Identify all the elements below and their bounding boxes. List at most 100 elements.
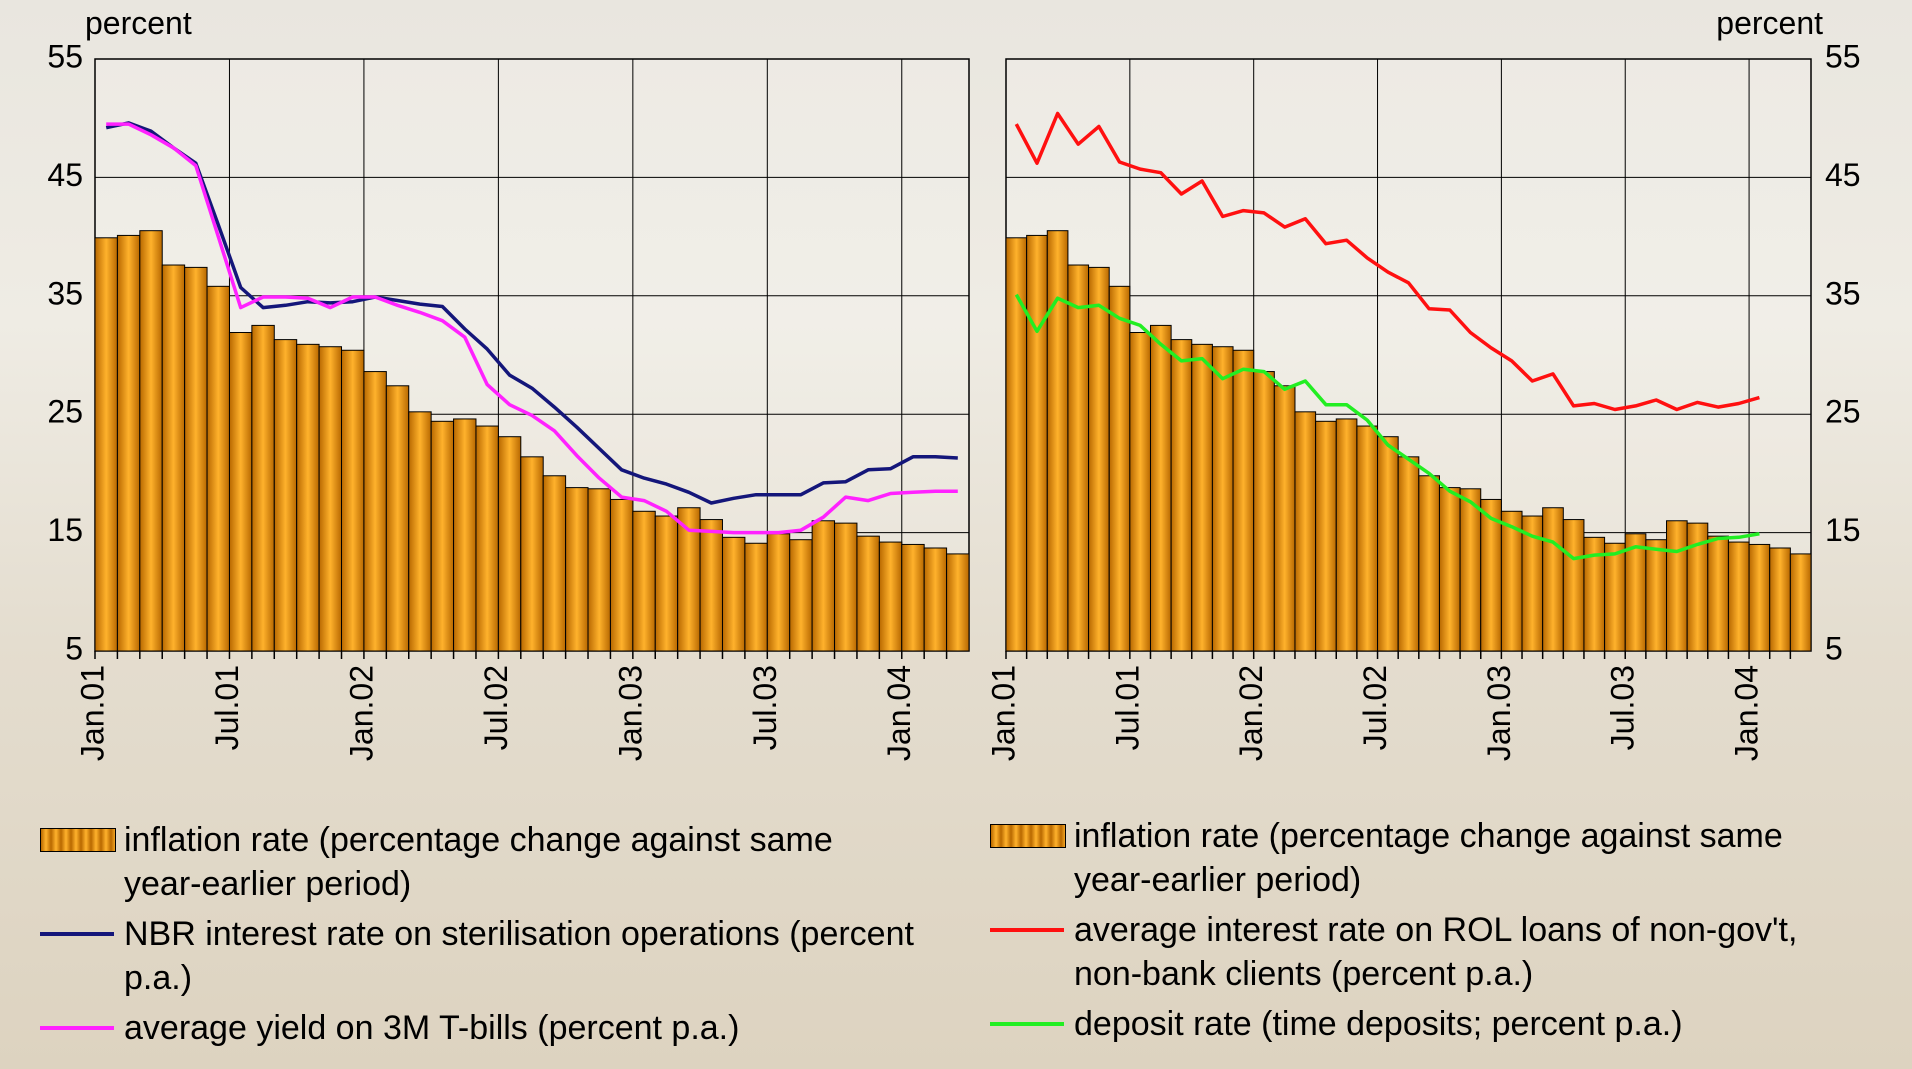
bar — [184, 266, 208, 652]
bar — [1562, 519, 1585, 652]
y-tick-label: 45 — [1825, 157, 1861, 193]
x-tick-label: Jan.01 — [74, 665, 110, 761]
legend-marker — [40, 828, 116, 852]
bar — [497, 436, 522, 652]
x-tick-label: Jan.01 — [985, 665, 1021, 761]
bar — [1356, 425, 1379, 652]
bar — [475, 425, 499, 652]
legend-marker — [990, 928, 1064, 932]
legend-entry: inflation rate (percentage change agains… — [988, 814, 1908, 902]
bar — [744, 542, 768, 652]
bar — [1789, 553, 1812, 652]
y-tick-label: 25 — [47, 394, 83, 430]
bar — [1459, 488, 1482, 652]
bar — [923, 547, 948, 652]
bar — [228, 332, 253, 652]
y-axis-label: percent — [1716, 5, 1823, 41]
bar — [1604, 542, 1626, 652]
line-series — [106, 122, 958, 535]
legend-swatch — [38, 912, 118, 956]
bar — [587, 488, 611, 652]
bar — [1418, 475, 1440, 652]
bar — [1108, 285, 1131, 652]
bar — [251, 324, 275, 652]
bar — [609, 498, 634, 652]
x-tick-label: Jul.02 — [1357, 665, 1393, 750]
y-tick-label: 15 — [1825, 512, 1861, 548]
x-tick-label: Jan.04 — [1729, 665, 1765, 761]
legend-label: average interest rate on ROL loans of no… — [1074, 911, 1798, 993]
y-tick-label: 55 — [1825, 38, 1861, 74]
bar — [116, 234, 141, 652]
bar — [296, 343, 320, 652]
bar — [1046, 230, 1069, 652]
legend-entry: inflation rate (percentage change agains… — [38, 818, 958, 906]
y-tick-label: 5 — [1825, 630, 1843, 666]
bar — [363, 371, 387, 652]
bar — [1624, 533, 1647, 652]
bar — [318, 346, 343, 652]
bar — [1645, 539, 1668, 652]
y-axis-label: percent — [85, 5, 192, 41]
legend-swatch — [988, 814, 1068, 858]
line-series — [1014, 293, 1760, 561]
y-tick-label: 35 — [1825, 275, 1861, 311]
y-tick-label: 35 — [47, 275, 83, 311]
bar — [789, 539, 813, 652]
x-tick-label: Jul.01 — [1109, 665, 1145, 750]
bar — [273, 339, 298, 652]
bar — [1088, 266, 1110, 652]
bar — [1273, 385, 1296, 652]
bar — [1005, 237, 1028, 652]
y-tick-label: 55 — [47, 38, 83, 74]
bar — [1211, 346, 1234, 652]
legend-marker — [990, 1022, 1064, 1026]
legend-marker — [40, 1026, 114, 1030]
y-tick-label: 5 — [65, 630, 83, 666]
x-tick-label: Jan.04 — [881, 665, 917, 761]
bar — [1397, 456, 1420, 652]
bar — [1707, 535, 1729, 652]
bar — [542, 475, 567, 652]
bar — [408, 411, 432, 652]
x-tick-label: Jul.02 — [478, 665, 514, 750]
bar — [453, 418, 477, 652]
x-tick-label: Jul.01 — [209, 665, 245, 750]
bar — [699, 519, 723, 652]
legend-marker — [40, 932, 114, 936]
bar — [1727, 541, 1750, 652]
bar — [1026, 234, 1048, 652]
bar — [1335, 418, 1358, 652]
legend-entry: NBR interest rate on sterilisation opera… — [38, 912, 958, 1000]
legend: inflation rate (percentage change agains… — [38, 818, 958, 1056]
bar — [161, 264, 186, 652]
bar — [1748, 543, 1771, 652]
bar — [1438, 487, 1461, 652]
bar — [878, 541, 903, 652]
bar — [385, 385, 410, 652]
bar — [1294, 411, 1317, 652]
legend-label: inflation rate (percentage change agains… — [124, 821, 833, 903]
bar — [1500, 510, 1523, 652]
line-series — [105, 121, 958, 505]
bar — [1666, 520, 1688, 652]
legend-label: inflation rate (percentage change agains… — [1074, 817, 1783, 899]
x-tick-label: Jul.03 — [1605, 665, 1641, 750]
bar — [946, 553, 970, 652]
legend-swatch — [988, 908, 1068, 952]
x-tick-label: Jan.03 — [1481, 665, 1517, 761]
x-tick-label: Jan.02 — [1233, 665, 1269, 761]
bar — [1315, 420, 1337, 652]
legend-label: deposit rate (time deposits; percent p.a… — [1074, 1005, 1683, 1043]
legend-swatch — [38, 818, 118, 862]
legend: inflation rate (percentage change agains… — [988, 814, 1908, 1052]
bar — [901, 543, 925, 652]
bar — [856, 535, 880, 652]
x-tick-label: Jul.03 — [747, 665, 783, 750]
bar — [1253, 371, 1275, 652]
x-tick-label: Jan.02 — [343, 665, 379, 761]
legend-entry: average interest rate on ROL loans of no… — [988, 908, 1908, 996]
bar — [94, 237, 118, 652]
legend-swatch — [38, 1006, 118, 1050]
